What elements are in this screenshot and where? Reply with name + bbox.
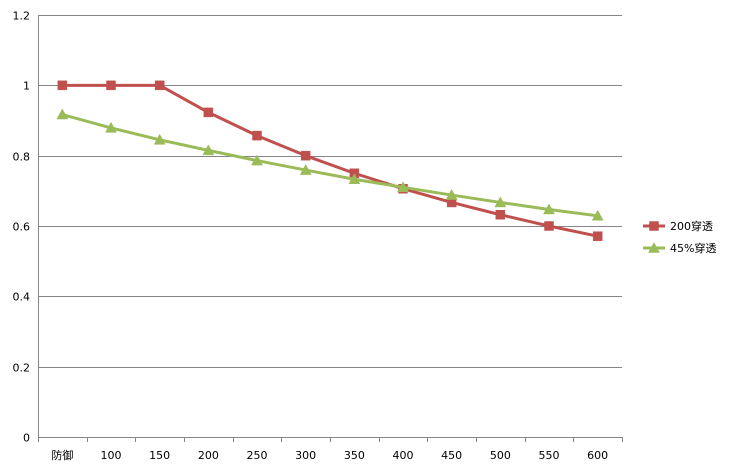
data-point-s1-6 bbox=[348, 173, 361, 184]
x-tick-label-7: 400 bbox=[393, 449, 414, 462]
series-line-1 bbox=[61, 113, 598, 218]
data-point-s0-1 bbox=[106, 80, 116, 91]
x-tick-label-2: 150 bbox=[149, 449, 170, 462]
x-tick-label-4: 250 bbox=[247, 449, 268, 462]
y-tick-label-0: 0 bbox=[23, 432, 30, 445]
axes bbox=[38, 15, 623, 442]
x-tick-label-8: 450 bbox=[441, 449, 462, 462]
legend-label-1: 45%穿透 bbox=[670, 241, 716, 255]
legend-marker-1 bbox=[648, 241, 660, 253]
data-point-s1-9 bbox=[494, 196, 507, 208]
data-point-s0-4 bbox=[252, 130, 262, 141]
series-group bbox=[56, 80, 604, 241]
x-tick-label-11: 600 bbox=[587, 449, 608, 462]
data-point-s1-10 bbox=[543, 203, 555, 215]
x-tick-label-10: 550 bbox=[539, 449, 560, 462]
data-point-s1-1 bbox=[105, 121, 117, 133]
x-tick-label-1: 100 bbox=[101, 449, 122, 462]
series-line-0 bbox=[62, 83, 598, 238]
x-tick-label-5: 300 bbox=[295, 449, 316, 462]
data-point-s1-4 bbox=[251, 154, 263, 166]
gridlines bbox=[38, 15, 622, 368]
data-point-s0-10 bbox=[544, 221, 554, 231]
data-point-s1-0 bbox=[56, 108, 69, 120]
y-tick-label-1: 0.2 bbox=[13, 362, 31, 375]
data-point-s1-3 bbox=[202, 144, 215, 156]
data-point-s1-8 bbox=[445, 189, 458, 200]
legend-label-0: 200穿透 bbox=[670, 219, 713, 233]
y-tick-label-2: 0.4 bbox=[13, 291, 31, 304]
legend-marker-0 bbox=[649, 221, 659, 231]
data-point-s1-5 bbox=[299, 164, 312, 175]
x-tick-label-3: 200 bbox=[198, 449, 219, 462]
tick-labels: 0 0.2 0.4 0.6 0.8 1 1.2 防御 100 150 200 250 300 350 400… bbox=[13, 10, 609, 463]
x-tick-label-6: 350 bbox=[344, 449, 365, 462]
data-point-s0-5 bbox=[300, 150, 311, 161]
x-tick-label-0: 防御 bbox=[51, 448, 73, 462]
data-point-s1-2 bbox=[153, 133, 166, 145]
data-point-s1-7 bbox=[397, 181, 409, 193]
legend: 200穿透 45%穿透 bbox=[643, 219, 716, 255]
x-tick-label-9: 500 bbox=[490, 449, 511, 462]
y-tick-label-6: 1.2 bbox=[13, 10, 31, 23]
data-point-s0-11 bbox=[592, 231, 603, 241]
y-tick-label-4: 0.8 bbox=[13, 151, 31, 164]
data-point-s0-3 bbox=[203, 107, 214, 118]
data-point-s0-2 bbox=[154, 80, 165, 91]
data-point-s1-11 bbox=[591, 209, 604, 221]
y-tick-label-3: 0.6 bbox=[13, 221, 31, 234]
data-point-s0-0 bbox=[57, 80, 68, 91]
data-point-s0-9 bbox=[495, 209, 506, 220]
y-tick-label-5: 1 bbox=[23, 80, 30, 93]
